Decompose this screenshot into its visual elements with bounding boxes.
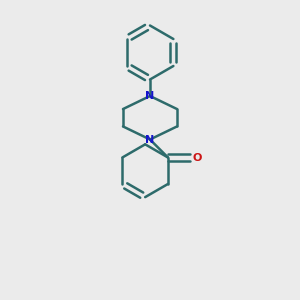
Text: O: O: [192, 152, 202, 163]
Text: N: N: [146, 134, 154, 145]
Text: N: N: [146, 91, 154, 101]
